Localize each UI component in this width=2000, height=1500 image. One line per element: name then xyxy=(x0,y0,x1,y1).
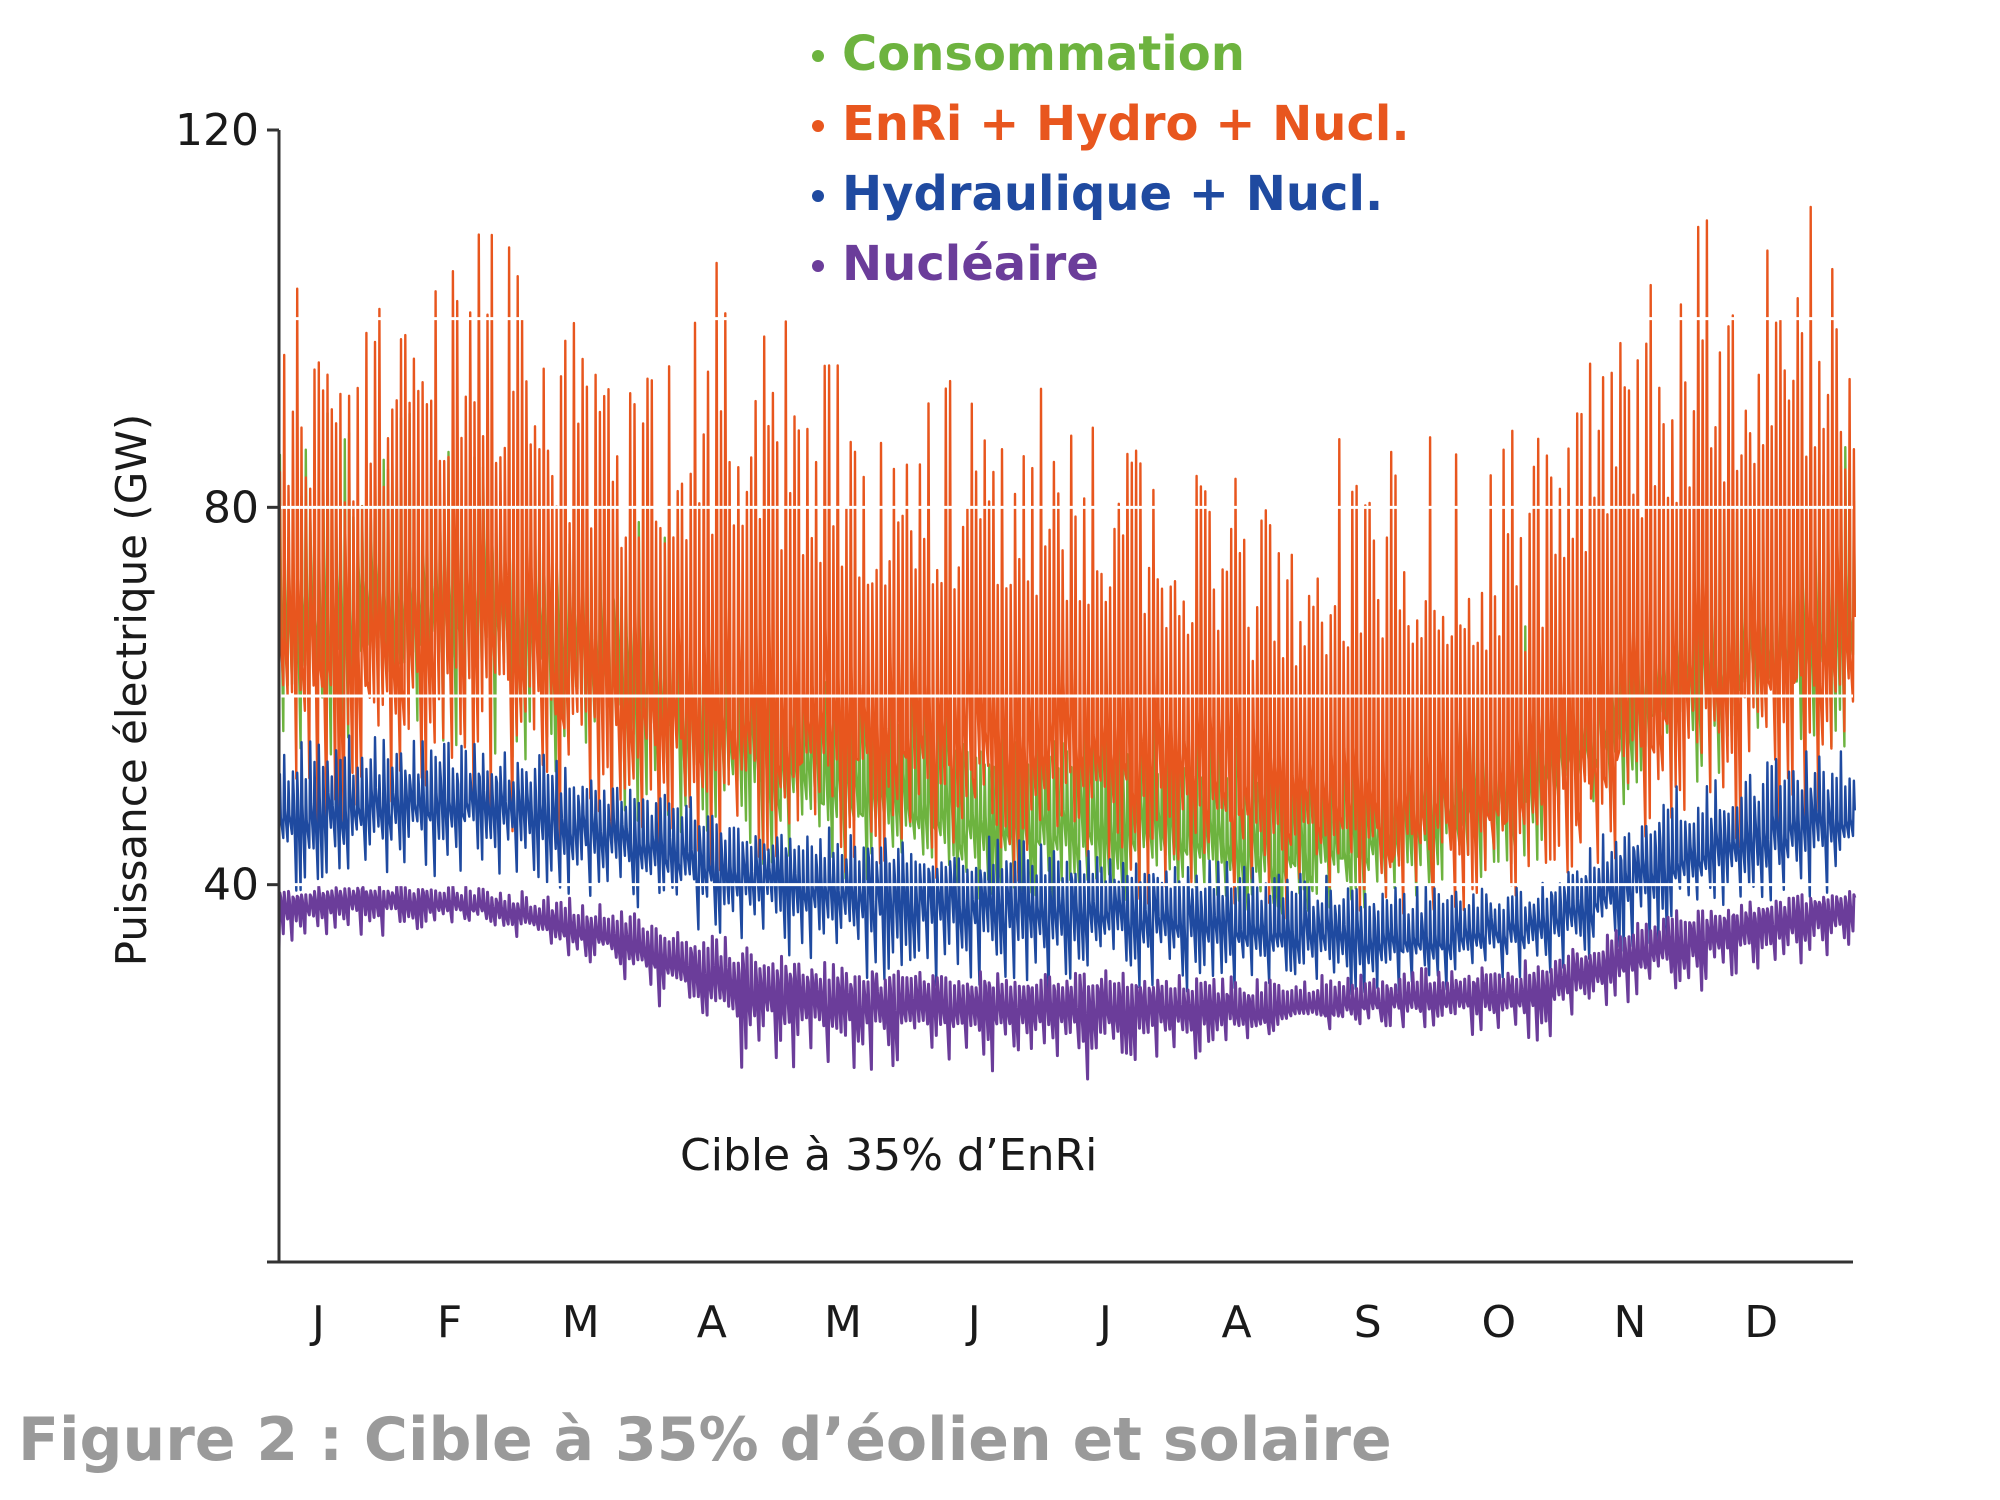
y-tick-label: 120 xyxy=(175,105,259,156)
month-label: J xyxy=(965,1297,981,1348)
month-label: M xyxy=(824,1297,862,1348)
month-label: A xyxy=(1221,1297,1251,1348)
legend-entry: Hydraulique + Nucl. xyxy=(842,166,1383,222)
month-label: D xyxy=(1744,1297,1778,1348)
month-label: O xyxy=(1482,1297,1517,1348)
legend-entry: Nucléaire xyxy=(842,236,1099,292)
legend-entry: Consommation xyxy=(842,26,1245,82)
series-line-3 xyxy=(277,734,1856,996)
month-label: A xyxy=(697,1297,727,1348)
legend: Consommation EnRi + Hydro + Nucl. Hydrauli… xyxy=(812,26,1410,292)
annotation-target: Cible à 35% d’EnRi xyxy=(680,1130,1097,1181)
series-layer xyxy=(277,205,1857,1081)
legend-marker xyxy=(812,260,824,272)
legend-entry: EnRi + Hydro + Nucl. xyxy=(842,96,1410,152)
month-label: S xyxy=(1354,1297,1382,1348)
figure-caption: Figure 2 : Cible à 35% d’éolien et solai… xyxy=(18,1405,1392,1475)
y-axis-title: Puissance électrique (GW) xyxy=(107,414,156,966)
legend-marker xyxy=(812,120,824,132)
legend-marker xyxy=(812,50,824,62)
series-line-4 xyxy=(277,883,1857,1081)
month-label: N xyxy=(1614,1297,1647,1348)
month-label: J xyxy=(1096,1297,1112,1348)
legend-marker xyxy=(812,190,824,202)
month-label: F xyxy=(437,1297,462,1348)
month-label: J xyxy=(309,1297,325,1348)
y-ticks: 40 80 120 xyxy=(175,105,279,1264)
y-tick-label: 80 xyxy=(203,482,259,533)
y-tick-label: 40 xyxy=(203,860,259,911)
gridlines xyxy=(281,317,1853,887)
month-label: M xyxy=(562,1297,600,1348)
